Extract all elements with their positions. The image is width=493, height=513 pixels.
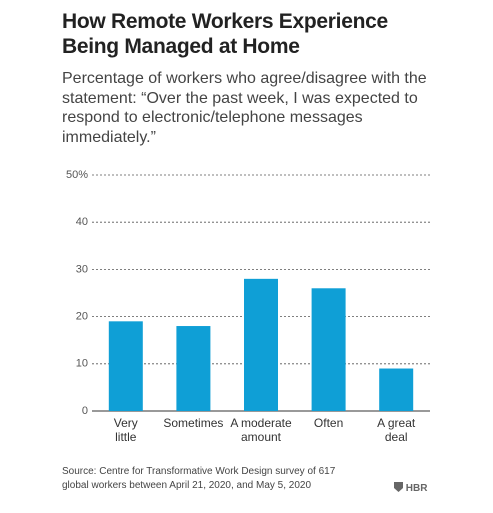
brand-text: HBR	[405, 483, 428, 494]
bar	[176, 326, 211, 411]
brand-shield	[394, 482, 403, 492]
x-tick-label: Sometimes	[163, 416, 224, 430]
y-tick-label: 50%	[66, 169, 88, 181]
y-tick-label: 0	[82, 405, 88, 417]
y-tick-label: 20	[76, 311, 88, 323]
bar	[108, 321, 143, 411]
chart-title: How Remote Workers Experience Being Mana…	[62, 10, 388, 58]
brand-logo: HBR	[394, 481, 427, 494]
y-tick-label: 30	[76, 263, 88, 275]
x-tick-label: Often	[313, 416, 344, 430]
chart-subtitle: Percentage of workers who agree/disagree…	[62, 70, 427, 146]
x-tick-label: A great deal	[377, 416, 416, 444]
x-tick-label: Very little	[113, 416, 138, 444]
bar	[311, 288, 346, 411]
bar	[244, 278, 278, 411]
source-note: Source: Centre for Transformative Work D…	[62, 466, 336, 491]
bar	[379, 368, 414, 411]
y-tick-label: 10	[76, 358, 88, 370]
y-tick-label: 40	[76, 216, 88, 228]
x-tick-label: A moderate amount	[230, 416, 292, 444]
